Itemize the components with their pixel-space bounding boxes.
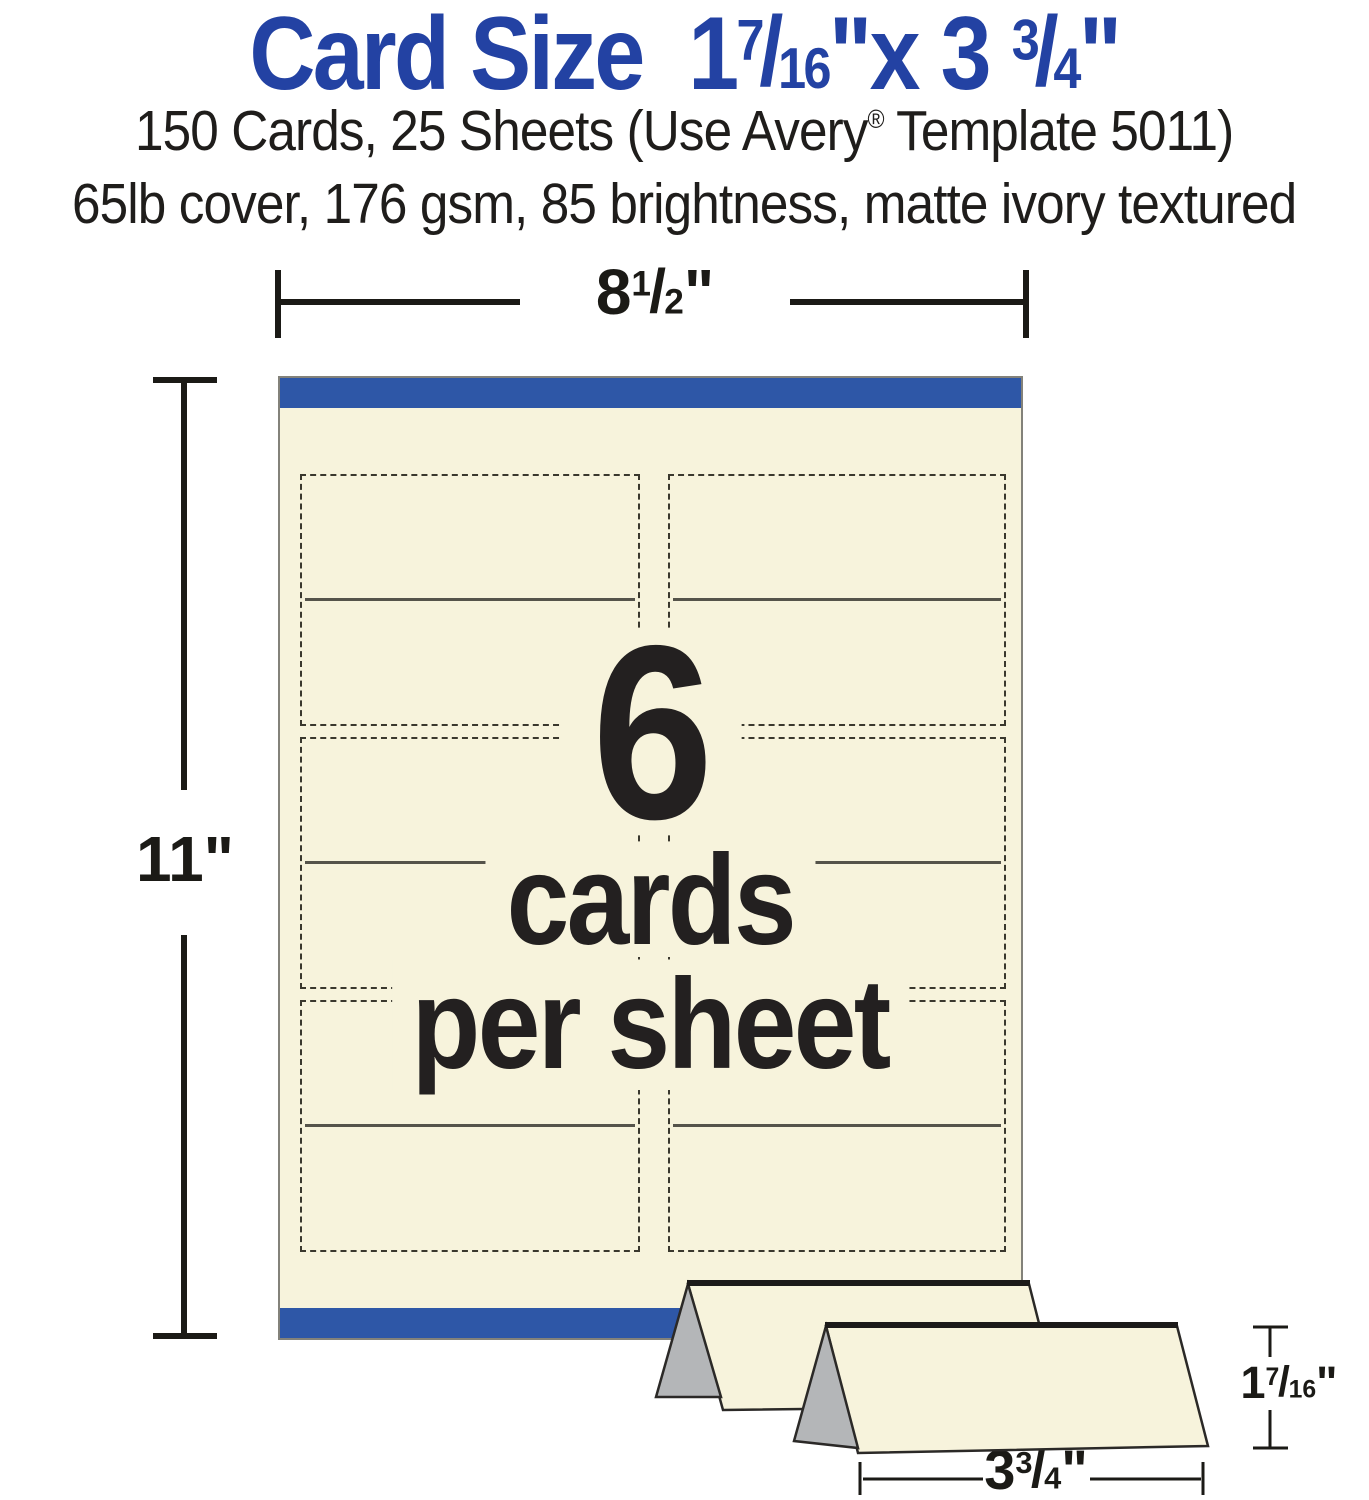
sheet-top-band — [280, 378, 1021, 408]
tent-card-front — [792, 1321, 1210, 1455]
card-outline-1 — [300, 474, 640, 726]
subtitle-paper-specs: 65lb cover, 176 gsm, 85 brightness, matt… — [72, 172, 1297, 236]
sheet-height-dimension-label: 11" — [136, 823, 234, 895]
card-width-dimension-label: 33/4" — [984, 1438, 1088, 1500]
fold-line — [305, 598, 635, 601]
card-outline-2 — [668, 474, 1006, 726]
fold-line — [305, 1124, 635, 1127]
per-sheet-word: per sheet — [278, 960, 1023, 1090]
fold-line — [673, 861, 1001, 864]
cards-word: cards — [278, 837, 1023, 965]
fold-line — [305, 861, 635, 864]
fold-line — [673, 1124, 1001, 1127]
cards-count: 6 — [278, 608, 1023, 856]
subtitle-count-template: 150 Cards, 25 Sheets (Use Avery® Templat… — [135, 99, 1234, 163]
registered-mark: ® — [867, 106, 885, 135]
sheet-illustration — [278, 376, 1023, 1340]
page-title-text: Card Size 17/16"x 3 3/4" — [249, 0, 1122, 112]
card-height-dimension-label: 17/16" — [1240, 1357, 1338, 1408]
fold-line — [673, 598, 1001, 601]
sheet-bottom-band — [280, 1308, 1021, 1338]
sheet-width-dimension-label: 81/2" — [595, 256, 715, 328]
page-title: Card Size 17/16"x 3 3/4" — [0, 2, 1369, 106]
